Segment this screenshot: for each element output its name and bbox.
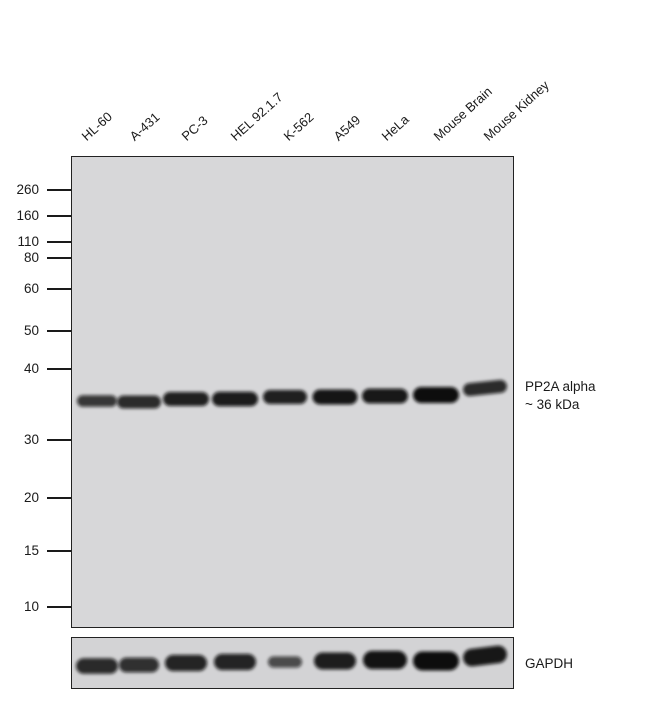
gapdh-blot-bands: [76, 645, 507, 674]
mw-marker-label: 10: [23, 599, 39, 614]
mw-marker-label: 15: [23, 543, 39, 558]
mw-marker-tick: [47, 497, 71, 499]
pp2a-band: [77, 395, 117, 407]
gapdh-band: [363, 650, 407, 670]
target-size: ~ 36 kDa: [525, 397, 580, 412]
mw-marker-label: 80: [23, 250, 39, 265]
mw-marker-tick: [47, 439, 71, 441]
gapdh-band: [463, 645, 507, 667]
gapdh-band: [214, 653, 256, 671]
pp2a-band: [463, 379, 507, 397]
pp2a-band: [117, 395, 161, 409]
mw-marker-label: 40: [23, 361, 39, 376]
pp2a-blot-bands: [77, 379, 507, 409]
mw-marker-tick: [47, 550, 71, 552]
mw-marker-label: 160: [16, 208, 39, 223]
target-band-label: PP2A alpha ~ 36 kDa: [525, 378, 596, 414]
pp2a-band: [212, 391, 258, 407]
gapdh-band: [413, 651, 459, 671]
pp2a-band: [312, 389, 358, 405]
mw-marker-label: 110: [17, 234, 39, 249]
mw-marker-label: 20: [23, 490, 39, 505]
gapdh-band: [268, 656, 302, 668]
gapdh-band: [165, 654, 207, 672]
gapdh-blot-panel: [71, 637, 514, 689]
mw-marker-tick: [47, 189, 71, 191]
target-name: PP2A alpha: [525, 379, 596, 394]
gapdh-band: [314, 652, 356, 670]
gapdh-label: GAPDH: [525, 656, 574, 671]
pp2a-band: [163, 392, 209, 406]
mw-marker-label: 260: [16, 182, 39, 197]
mw-marker-tick: [47, 288, 71, 290]
pp2a-blot-panel: [71, 156, 514, 628]
pp2a-band: [362, 388, 408, 404]
mw-marker-label: 60: [23, 281, 39, 296]
mw-marker-label: 30: [23, 432, 39, 447]
mw-marker-tick: [47, 606, 71, 608]
mw-marker-tick: [47, 257, 71, 259]
mw-marker-tick: [47, 368, 71, 370]
gapdh-band: [119, 657, 159, 673]
pp2a-band: [413, 387, 459, 403]
mw-marker-tick: [47, 215, 71, 217]
mw-marker-tick: [47, 330, 71, 332]
gapdh-band: [76, 658, 118, 674]
mw-marker-tick: [47, 241, 71, 243]
mw-marker-label: 50: [23, 323, 39, 338]
pp2a-band: [263, 390, 307, 404]
